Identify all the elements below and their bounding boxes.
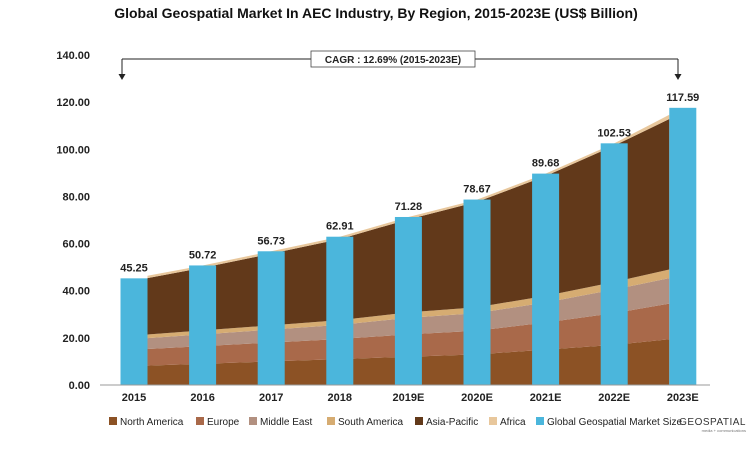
- legend-item: Middle East: [249, 417, 312, 428]
- legend: North America Europe Middle East South Amer…: [109, 417, 683, 428]
- legend-swatch: [196, 417, 204, 425]
- cagr-annotation: CAGR : 12.69% (2015-2023E): [118, 50, 682, 80]
- publisher-logo: GEOSPATIAL media + communications: [679, 417, 746, 433]
- y-tick-label: 120.00: [56, 97, 90, 109]
- legend-item: Asia-Pacific: [415, 417, 478, 428]
- bar-data-label: 50.72: [189, 249, 217, 261]
- bar: [257, 251, 285, 385]
- legend-label: North America: [120, 417, 184, 428]
- bar: [189, 265, 217, 385]
- logo-text: GEOSPATIAL: [679, 417, 746, 428]
- y-tick-label: 80.00: [62, 191, 90, 203]
- x-tick-label: 2020E: [461, 392, 493, 404]
- legend-item: Africa: [489, 417, 526, 428]
- legend-item: South America: [327, 417, 403, 428]
- x-tick-label: 2016: [190, 392, 214, 404]
- bar: [463, 199, 491, 385]
- x-tick-label: 2018: [328, 392, 352, 404]
- y-tick-label: 100.00: [56, 144, 90, 156]
- bar-series-group: 45.25 50.72 56.73 62.91 71.28 78.67 89.68 102.5…: [120, 92, 699, 385]
- y-tick-label: 60.00: [62, 239, 90, 251]
- bar: [394, 216, 422, 385]
- bar: [532, 173, 560, 385]
- bar-data-label: 45.25: [120, 262, 148, 274]
- legend-label: Europe: [207, 417, 240, 428]
- legend-label: South America: [338, 417, 403, 428]
- y-tick-label: 0.00: [69, 380, 90, 392]
- legend-item: North America: [109, 417, 184, 428]
- bar-data-label: 62.91: [326, 221, 354, 233]
- legend-label: Global Geospatial Market Size: [547, 417, 683, 428]
- legend-swatch: [249, 417, 257, 425]
- y-tick-label: 140.00: [56, 50, 90, 62]
- legend-swatch: [489, 417, 497, 425]
- x-tick-label: 2023E: [667, 392, 699, 404]
- cagr-label: CAGR : 12.69% (2015-2023E): [325, 55, 461, 66]
- legend-swatch: [327, 417, 335, 425]
- y-tick-label: 20.00: [62, 333, 90, 345]
- bar: [600, 143, 628, 385]
- legend-swatch: [415, 417, 423, 425]
- chart-title: Global Geospatial Market In AEC Industry…: [114, 5, 638, 21]
- x-tick-label: 2017: [259, 392, 283, 404]
- logo-subtext: media + communications: [702, 428, 746, 433]
- y-tick-label: 40.00: [62, 286, 90, 298]
- cagr-arrow-right-icon: [674, 74, 682, 80]
- legend-item: Europe: [196, 417, 240, 428]
- bar: [120, 278, 148, 385]
- cagr-arrow-left-icon: [118, 74, 126, 80]
- bar: [326, 236, 354, 385]
- axes-group: 0.00 20.00 40.00 60.00 80.00 100.00 120.00 140.…: [56, 50, 710, 404]
- x-tick-label: 2019E: [392, 392, 424, 404]
- x-tick-label: 2015: [122, 392, 146, 404]
- x-tick-label: 2021E: [530, 392, 562, 404]
- bar-data-label: 102.53: [597, 127, 631, 139]
- bar-data-label: 89.68: [532, 158, 560, 170]
- bar-data-label: 56.73: [257, 235, 285, 247]
- bar-data-label: 78.67: [463, 184, 491, 196]
- bar-data-label: 117.59: [666, 92, 699, 104]
- legend-label: Africa: [500, 417, 526, 428]
- legend-label: Asia-Pacific: [426, 417, 478, 428]
- legend-swatch: [109, 417, 117, 425]
- bar-data-label: 71.28: [395, 201, 423, 213]
- legend-swatch: [536, 417, 544, 425]
- x-tick-label: 2022E: [598, 392, 630, 404]
- bar: [669, 107, 697, 385]
- legend-label: Middle East: [260, 417, 312, 428]
- cagr-box: [310, 50, 476, 68]
- legend-item: Global Geospatial Market Size: [536, 417, 683, 428]
